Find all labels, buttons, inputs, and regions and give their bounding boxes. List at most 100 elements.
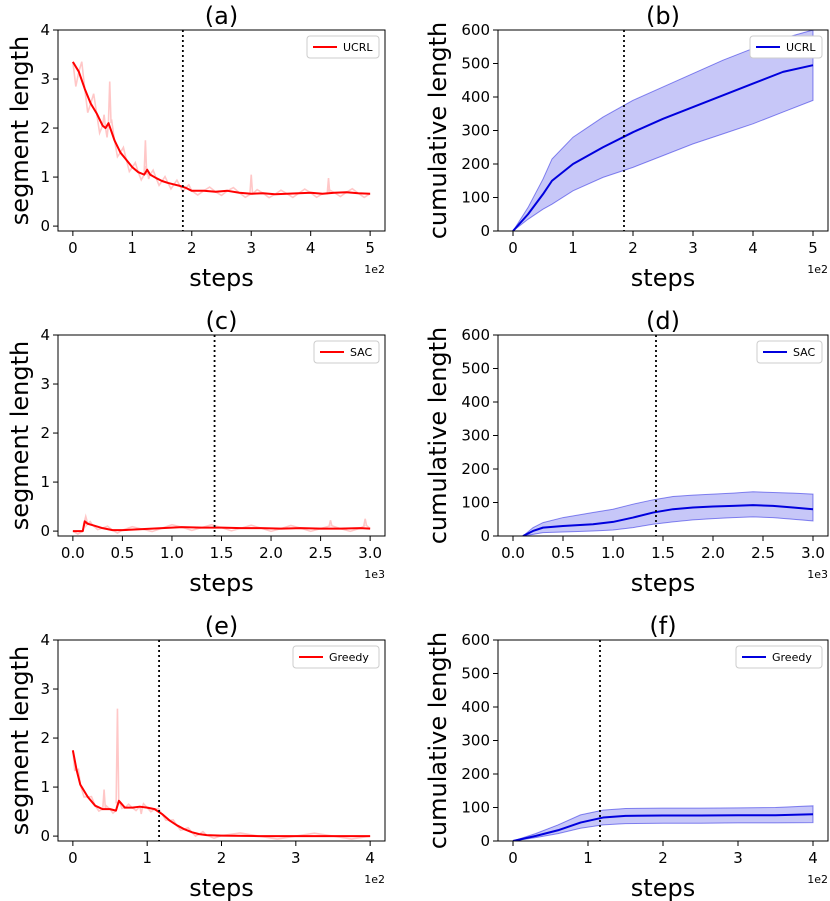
y-tick-label: 600 [461,21,490,39]
panel-title: (b) [646,2,680,30]
plot-area [72,513,371,535]
legend-box [306,35,380,59]
y-tick-label: 0 [40,522,50,540]
raw-trace [72,61,371,199]
x-tick-label: 2 [217,849,227,867]
legend-box [735,645,823,669]
y-tick-label: 4 [40,326,50,344]
y-tick-label: 600 [461,631,490,649]
x-tick-label: 5 [808,239,818,257]
panel-e: (e) 0 1 2 3 4 0 1 2 3 4 steps segment length 1e2 Greed… [6,612,386,901]
x-axis-label: steps [189,264,253,292]
panel-title: (a) [205,2,238,30]
series-line [512,64,814,231]
y-tick-label: 4 [40,21,50,39]
y-tick-label: 100 [461,189,490,207]
y-axis-label: cumulative length [424,22,452,240]
legend-label: SAC [793,346,816,359]
y-tick-label: 2 [40,729,50,747]
plot-area [71,708,371,840]
series-line [72,61,371,196]
panel-c: (c) 0.0 0.5 1.0 1.5 2.0 2.5 3.0 0 1 2 3 4 steps segmen… [6,307,386,597]
y-tick-label: 0 [40,217,50,235]
y-tick-label: 0 [480,222,490,240]
panel-title: (f) [649,612,676,640]
x-tick-label: 3.0 [358,544,382,562]
y-tick-label: 500 [461,360,490,378]
legend-box [749,35,823,59]
x-axis-label: steps [631,569,695,597]
x-tick-label: 3.0 [801,544,825,562]
plot-area [512,30,814,231]
x-offset-label: 1e3 [807,568,828,581]
x-tick-label: 4 [748,239,758,257]
y-tick-label: 300 [461,427,490,445]
x-tick-label: 1 [128,239,138,257]
axes-frame [497,29,829,232]
x-axis-label: steps [631,874,695,901]
axes-frame [497,334,829,537]
y-tick-label: 100 [461,799,490,817]
x-tick-label: 1 [583,849,593,867]
legend-label: SAC [350,346,373,359]
panel-a: (a) 0 1 2 3 4 5 0 1 2 3 4 steps segment length 1e2 UCRL [6,2,386,292]
x-offset-label: 1e2 [807,263,828,276]
legend-label: UCRL [343,41,373,54]
panel-f: (f) 0 1 2 3 4 0 100 200 300 400 500 600 steps cumulati… [424,612,829,901]
x-tick-label: 0 [508,239,518,257]
x-tick-label: 3 [291,849,301,867]
y-tick-label: 400 [461,393,490,411]
panel-title: (e) [205,612,239,640]
confidence-band [522,491,814,536]
x-offset-label: 1e2 [807,873,828,886]
y-tick-label: 4 [40,631,50,649]
axes-frame [57,29,386,232]
legend-box [292,645,380,669]
y-tick-label: 2 [40,119,50,137]
x-tick-label: 2 [187,239,197,257]
y-tick-label: 1 [40,168,50,186]
plot-area [512,805,814,841]
y-axis-label: segment length [6,341,34,530]
x-axis-label: steps [189,569,253,597]
confidence-band [512,30,814,231]
axes-frame [57,639,386,842]
legend-label: Greedy [329,651,369,664]
y-tick-label: 3 [40,680,50,698]
y-tick-label: 2 [40,424,50,442]
y-tick-label: 300 [461,732,490,750]
x-tick-label: 1.0 [160,544,184,562]
y-tick-label: 0 [480,832,490,850]
panel-title: (d) [646,307,680,335]
x-tick-label: 2.5 [309,544,333,562]
y-tick-label: 400 [461,88,490,106]
x-tick-label: 2.5 [751,544,775,562]
x-tick-label: 0 [68,849,78,867]
y-tick-label: 200 [461,155,490,173]
x-tick-label: 1.0 [601,544,625,562]
x-axis-label: steps [189,874,253,901]
legend-label: Greedy [772,651,812,664]
y-tick-label: 400 [461,698,490,716]
x-tick-label: 2 [628,239,638,257]
x-tick-label: 0.5 [110,544,134,562]
x-tick-label: 2.0 [701,544,725,562]
y-tick-label: 100 [461,494,490,512]
x-tick-label: 1.5 [210,544,234,562]
x-tick-label: 0.5 [551,544,575,562]
legend-box [756,340,823,364]
y-tick-label: 500 [461,665,490,683]
x-tick-label: 1 [568,239,578,257]
x-tick-label: 4 [306,239,316,257]
y-tick-label: 200 [461,460,490,478]
x-tick-label: 4 [808,849,818,867]
x-tick-label: 0 [68,239,78,257]
confidence-band [512,805,814,841]
x-tick-label: 4 [365,849,375,867]
x-tick-label: 0.0 [61,544,85,562]
y-tick-label: 0 [480,527,490,545]
y-axis-label: segment length [6,646,34,835]
x-tick-label: 1 [142,849,152,867]
y-tick-label: 3 [40,70,50,88]
series-line [71,750,371,838]
